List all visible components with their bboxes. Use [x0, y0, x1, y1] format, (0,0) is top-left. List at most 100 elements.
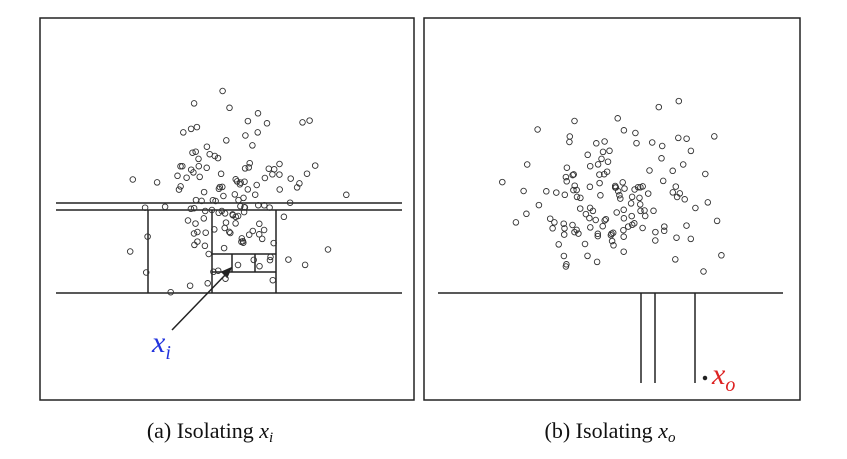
point	[551, 219, 558, 226]
point-label: xo	[711, 358, 735, 396]
point	[569, 171, 576, 179]
point	[569, 221, 576, 229]
point	[594, 230, 602, 238]
point	[555, 241, 562, 248]
point	[631, 186, 638, 193]
point	[241, 178, 248, 185]
point	[227, 229, 234, 237]
point	[586, 204, 594, 212]
point	[219, 87, 226, 95]
point	[192, 148, 199, 155]
point	[141, 204, 149, 211]
point	[189, 149, 196, 156]
point	[167, 288, 174, 296]
point	[194, 228, 201, 236]
point	[586, 183, 594, 191]
point	[620, 206, 627, 214]
point	[299, 119, 306, 126]
point	[599, 222, 606, 230]
point	[195, 155, 202, 163]
point	[598, 155, 605, 163]
point	[190, 169, 197, 176]
point	[523, 161, 531, 168]
point-label: xi	[151, 326, 171, 364]
point	[675, 97, 683, 105]
point	[608, 230, 615, 237]
panel-frame	[423, 17, 801, 401]
point	[523, 210, 530, 218]
point	[613, 209, 620, 216]
point	[570, 171, 577, 178]
point	[226, 104, 233, 112]
point	[237, 179, 244, 186]
point	[301, 261, 309, 269]
point	[683, 222, 690, 229]
point	[244, 186, 252, 193]
point	[240, 194, 247, 202]
point	[566, 133, 574, 140]
point	[628, 221, 636, 229]
point	[681, 196, 688, 203]
point	[669, 189, 677, 196]
point	[241, 165, 249, 172]
point	[599, 148, 607, 156]
caption: (b) Isolating xo	[545, 418, 676, 446]
point	[646, 167, 653, 174]
point	[267, 253, 274, 261]
point	[675, 134, 682, 142]
point	[624, 223, 632, 230]
point	[192, 220, 199, 227]
point	[592, 216, 599, 224]
point	[692, 204, 699, 212]
point	[603, 168, 611, 175]
point	[687, 147, 695, 155]
point	[520, 187, 527, 195]
point	[232, 220, 239, 227]
point	[200, 188, 208, 196]
point	[218, 207, 226, 215]
point	[161, 203, 169, 211]
point	[636, 194, 643, 202]
point	[593, 140, 600, 147]
point	[210, 268, 217, 276]
arrow	[171, 271, 229, 331]
panel-a	[39, 17, 415, 401]
point	[718, 252, 725, 259]
point	[184, 217, 192, 224]
point	[562, 263, 570, 270]
point	[713, 217, 721, 225]
outlier-point	[702, 375, 708, 381]
point	[535, 201, 543, 209]
point	[245, 164, 253, 171]
point	[249, 227, 257, 235]
point	[220, 192, 227, 200]
point	[641, 212, 649, 220]
point	[499, 178, 506, 186]
point	[587, 224, 594, 231]
point	[575, 230, 582, 237]
point	[217, 170, 225, 178]
point	[655, 103, 663, 111]
point	[196, 173, 203, 181]
point	[620, 127, 628, 134]
point	[233, 178, 241, 185]
point	[183, 174, 190, 181]
point	[249, 142, 256, 149]
point	[220, 244, 228, 252]
point	[209, 196, 217, 204]
point	[620, 226, 627, 234]
points	[126, 87, 725, 296]
point	[240, 208, 248, 216]
point	[193, 123, 201, 131]
point	[628, 193, 636, 201]
point	[573, 226, 580, 234]
point	[153, 179, 161, 186]
point	[672, 256, 679, 263]
point	[212, 197, 219, 205]
point	[276, 171, 283, 178]
point	[562, 173, 570, 181]
point	[597, 192, 604, 199]
point	[276, 160, 283, 168]
point	[204, 280, 211, 287]
point	[256, 262, 263, 270]
